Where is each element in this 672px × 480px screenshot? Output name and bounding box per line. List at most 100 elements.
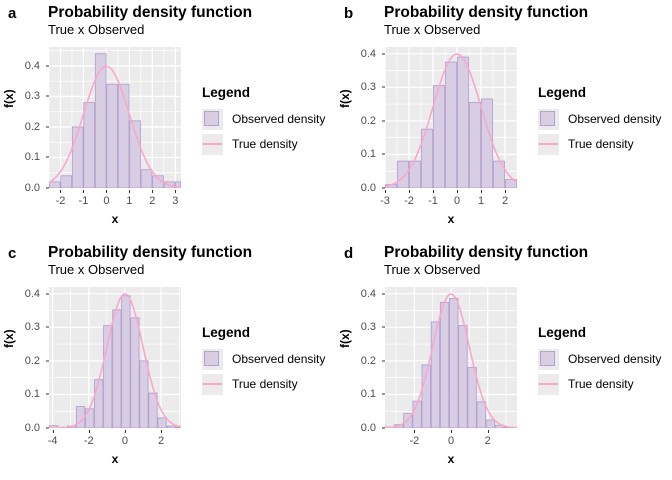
panel-tag-a: a bbox=[8, 5, 17, 22]
y-tick-mark bbox=[381, 360, 385, 362]
histogram-bar bbox=[121, 295, 131, 428]
y-tick-label: 0.4 bbox=[360, 47, 376, 60]
y-tick-mark bbox=[45, 65, 49, 67]
legend-item[interactable]: Observed density bbox=[538, 108, 661, 130]
panel-a: a Probability density function True x Ob… bbox=[0, 0, 336, 240]
histogram-bar bbox=[157, 417, 167, 428]
legend-item-label: True density bbox=[232, 377, 298, 391]
x-tick-label: 0 bbox=[453, 195, 461, 207]
x-tick-mark bbox=[106, 190, 108, 193]
x-tick-mark bbox=[124, 430, 126, 433]
x-tick-mark bbox=[161, 430, 163, 433]
histogram-bar bbox=[60, 175, 73, 188]
x-tick-mark bbox=[414, 430, 416, 433]
panel-tag-d: d bbox=[344, 245, 354, 262]
y-tick-label: 0.1 bbox=[24, 388, 40, 401]
y-tick-label: 0.0 bbox=[24, 422, 40, 434]
y-tick-label: 0.3 bbox=[360, 321, 376, 334]
legend-title: Legend bbox=[202, 85, 251, 100]
legend-swatch-mark bbox=[204, 110, 219, 126]
x-tick-mark bbox=[433, 190, 434, 193]
legend-item[interactable]: True density bbox=[202, 133, 325, 155]
y-tick-mark bbox=[45, 156, 49, 158]
legend-swatch-mark bbox=[204, 350, 219, 366]
histogram-bar bbox=[71, 126, 84, 188]
y-tick-label: 0.2 bbox=[360, 114, 376, 127]
y-tick-mark bbox=[45, 393, 49, 395]
panel-title-d: Probability density function bbox=[384, 244, 589, 261]
panel-c: c Probability density function True x Ob… bbox=[0, 240, 336, 480]
x-tick-label: -2 bbox=[409, 435, 420, 447]
y-tick-label: 0.4 bbox=[24, 287, 40, 300]
panel-subtitle-d: True x Observed bbox=[384, 262, 481, 277]
x-tick-mark bbox=[385, 190, 386, 193]
histogram-bar bbox=[467, 367, 477, 428]
panel-d: d Probability density function True x Ob… bbox=[336, 240, 672, 480]
plot-area-c bbox=[49, 287, 181, 428]
x-tick-mark bbox=[88, 430, 90, 433]
legend-title: Legend bbox=[538, 325, 587, 340]
legend-item[interactable]: True density bbox=[538, 373, 661, 395]
histogram-bar bbox=[492, 160, 506, 188]
y-tick-label: 0.1 bbox=[24, 151, 40, 164]
histogram-bar bbox=[504, 179, 517, 188]
histogram-bar bbox=[94, 379, 104, 428]
histogram-bar bbox=[112, 309, 122, 428]
legend-item[interactable]: Observed density bbox=[202, 348, 326, 370]
legend-item[interactable]: True density bbox=[202, 373, 325, 395]
histogram-bar bbox=[449, 297, 459, 428]
legend-a: Legend Observed density True density bbox=[202, 86, 325, 159]
x-tick-mark bbox=[152, 190, 154, 193]
histogram-bar bbox=[140, 169, 153, 188]
legend-item[interactable]: Observed density bbox=[202, 108, 325, 130]
legend-swatch-box-icon bbox=[538, 348, 559, 370]
y-tick-label: 0.3 bbox=[24, 321, 40, 334]
x-tick-label: 2 bbox=[149, 195, 156, 207]
legend-item[interactable]: True density bbox=[538, 133, 661, 155]
legend-item-label: Observed density bbox=[568, 352, 662, 366]
x-tick-mark bbox=[451, 430, 452, 433]
legend-item[interactable]: Observed density bbox=[538, 348, 662, 370]
x-axis-title: x bbox=[447, 452, 455, 466]
panel-title-b: Probability density function bbox=[384, 4, 589, 21]
y-tick-label: 0.4 bbox=[360, 287, 376, 300]
y-tick-label: 0.0 bbox=[360, 182, 376, 194]
histogram-bar bbox=[476, 401, 486, 428]
legend-swatch-mark bbox=[539, 382, 558, 385]
histogram-bar bbox=[85, 408, 95, 428]
panel-subtitle-b: True x Observed bbox=[384, 22, 481, 37]
x-tick-label: -4 bbox=[47, 435, 58, 447]
panel-title-c: Probability density function bbox=[48, 244, 253, 261]
histogram-bar bbox=[444, 61, 458, 188]
plot-canvas bbox=[49, 47, 181, 188]
panel-tag-c: c bbox=[8, 245, 17, 262]
y-tick-label: 0.2 bbox=[24, 354, 40, 367]
x-axis-title: x bbox=[447, 212, 455, 226]
x-tick-mark bbox=[487, 430, 489, 433]
legend-item-label: True density bbox=[568, 377, 634, 391]
histogram-bar bbox=[458, 325, 468, 428]
histogram-bar bbox=[148, 392, 158, 428]
legend-title: Legend bbox=[202, 325, 251, 340]
x-tick-mark bbox=[60, 190, 62, 193]
plot-canvas bbox=[385, 287, 517, 428]
x-tick-mark bbox=[129, 190, 131, 193]
histogram-bar bbox=[166, 425, 176, 428]
legend-c: Legend Observed density True density bbox=[202, 326, 325, 399]
legend-swatch-line-icon bbox=[202, 133, 223, 155]
y-tick-mark bbox=[45, 187, 49, 189]
x-tick-label: 3 bbox=[172, 195, 179, 207]
legend-item-label: Observed density bbox=[232, 352, 326, 366]
x-tick-mark bbox=[175, 190, 177, 193]
x-tick-label: 2 bbox=[484, 435, 491, 447]
histogram-bar bbox=[94, 53, 107, 188]
x-tick-mark bbox=[52, 430, 54, 433]
legend-item-label: True density bbox=[568, 137, 634, 151]
histogram-bar bbox=[412, 400, 422, 428]
y-tick-mark bbox=[45, 427, 49, 429]
x-tick-label: 2 bbox=[501, 195, 509, 207]
panel-subtitle-c: True x Observed bbox=[48, 262, 145, 277]
y-tick-mark bbox=[381, 86, 385, 88]
plot-area-b bbox=[385, 47, 517, 188]
histogram-bar bbox=[106, 83, 118, 188]
